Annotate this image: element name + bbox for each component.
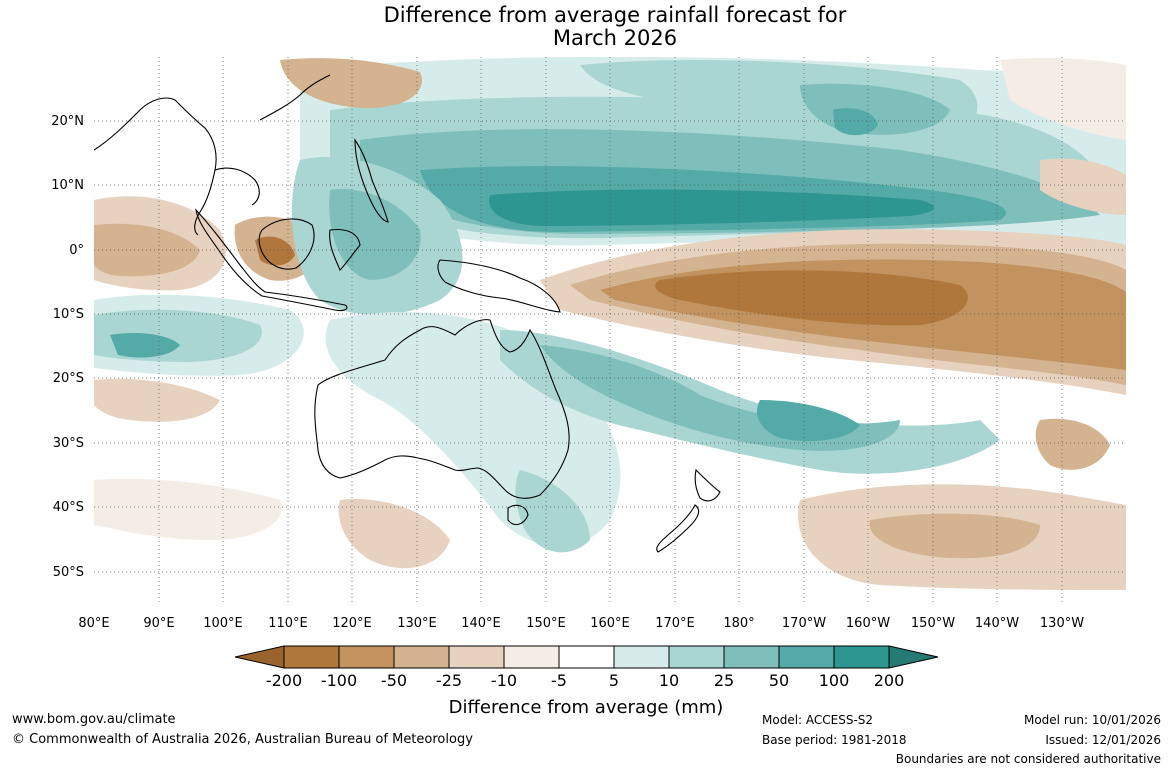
colorbar-bin	[393, 645, 450, 669]
lon-label: 80°E	[78, 616, 109, 631]
sulawesi-coastline	[329, 228, 361, 271]
new-guinea-coastline	[437, 259, 561, 313]
lat-label: 20°S	[53, 371, 84, 386]
lon-label: 120°E	[332, 616, 372, 631]
lon-label: 140°W	[975, 616, 1019, 631]
lat-label: 10°S	[53, 307, 84, 322]
borneo-coastline	[258, 218, 315, 270]
colorbar-tick: -200	[266, 671, 302, 690]
new-zealand-coastline	[656, 468, 721, 553]
lon-label: 110°E	[268, 616, 308, 631]
lat-label: 50°S	[53, 565, 84, 580]
model-name: Model: ACCESS-S2	[762, 713, 874, 727]
lat-label: 40°S	[53, 500, 84, 515]
colorbar-tick: 50	[769, 671, 789, 690]
colorbar-tick: 100	[819, 671, 850, 690]
colorbar-bin	[503, 645, 560, 669]
model-run-date: Model run: 10/01/2026	[1023, 713, 1161, 727]
colorbar-bin	[283, 645, 340, 669]
lat-label: 20°N	[51, 114, 84, 129]
boundary-disclaimer: Boundaries are not considered authoritat…	[895, 752, 1161, 766]
latitude-labels: 20°N 10°N 0° 10°S 20°S 30°S 40°S 50°S	[51, 114, 84, 580]
colorbar: -200 -100 -50 -25 -10 -5 5 10 25 50 100 …	[234, 645, 939, 718]
lon-label: 100°E	[203, 616, 243, 631]
lon-label: 160°E	[590, 616, 630, 631]
colorbar-extend-high	[888, 645, 939, 669]
colorbar-tick: -50	[381, 671, 407, 690]
map-panel	[94, 57, 1126, 605]
philippines-coastline	[354, 138, 389, 223]
colorbar-tick: 5	[609, 671, 619, 690]
colorbar-bins	[283, 645, 890, 669]
coastlines	[94, 74, 721, 553]
issued-date: Issued: 12/01/2026	[1045, 733, 1161, 747]
map-title: Difference from average rainfall forecas…	[300, 4, 930, 50]
graticule	[94, 57, 1126, 605]
lon-label: 170°E	[655, 616, 695, 631]
colorbar-tick: -10	[491, 671, 517, 690]
lon-label: 150°W	[911, 616, 955, 631]
sumatra-java-coastline	[195, 208, 348, 312]
lat-label: 30°S	[53, 436, 84, 451]
website-link[interactable]: www.bom.gov.au/climate	[12, 712, 176, 727]
tasmania-coastline	[507, 504, 529, 526]
colorbar-bin	[448, 645, 505, 669]
base-period: Base period: 1981-2018	[762, 733, 907, 747]
colorbar-tick: -25	[436, 671, 462, 690]
colorbar-bin	[558, 645, 615, 669]
colorbar-bin	[833, 645, 890, 669]
colorbar-title: Difference from average (mm)	[449, 697, 724, 718]
colorbar-bin	[613, 645, 670, 669]
colorbar-bin	[338, 645, 395, 669]
colorbar-tick: 10	[659, 671, 679, 690]
colorbar-tick: -100	[321, 671, 357, 690]
colorbar-extend-low	[234, 645, 285, 669]
lon-label: 160°W	[846, 616, 890, 631]
lon-label: 170°W	[782, 616, 826, 631]
title-line-2: March 2026	[552, 26, 678, 50]
australia-coastline	[314, 319, 570, 499]
lon-label: 130°W	[1040, 616, 1084, 631]
asia-mainland-coastline	[94, 74, 331, 236]
lon-label: 150°E	[526, 616, 566, 631]
colorbar-tick: 25	[714, 671, 734, 690]
lon-label: 140°E	[461, 616, 501, 631]
lat-label: 0°	[69, 243, 84, 258]
lon-label: 130°E	[397, 616, 437, 631]
copyright-text: © Commonwealth of Australia 2026, Austra…	[12, 732, 473, 747]
colorbar-bin	[668, 645, 725, 669]
title-line-1: Difference from average rainfall forecas…	[383, 3, 847, 27]
colorbar-bin	[723, 645, 780, 669]
longitude-labels: 80°E 90°E 100°E 110°E 120°E 130°E 140°E …	[78, 616, 1084, 631]
colorbar-tick: -5	[551, 671, 567, 690]
lon-label: 90°E	[143, 616, 174, 631]
lon-label: 180°	[723, 616, 754, 631]
colorbar-tick: 200	[874, 671, 905, 690]
lat-label: 10°N	[51, 178, 84, 193]
colorbar-bin	[778, 645, 835, 669]
